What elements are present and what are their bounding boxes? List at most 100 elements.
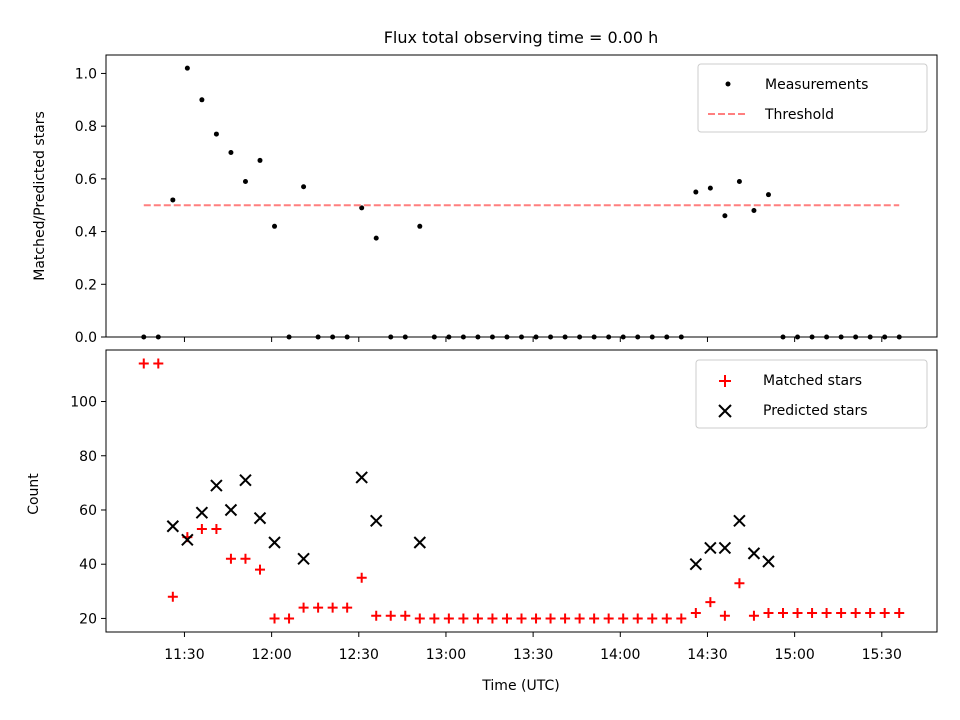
point-matched-stars [254, 564, 265, 575]
bottom-series-layer [138, 358, 905, 624]
point-matched-stars [501, 613, 512, 624]
point-matched-stars [371, 610, 382, 621]
point-matched-stars [269, 613, 280, 624]
x-tick-label: 15:30 [862, 647, 902, 663]
point-measurements [431, 334, 437, 340]
legend-label-predicted-stars: Predicted stars [763, 403, 868, 419]
point-predicted-stars [224, 503, 238, 517]
point-measurements [460, 334, 466, 340]
point-matched-stars [850, 608, 861, 619]
point-predicted-stars [718, 541, 732, 555]
point-matched-stars [284, 613, 295, 624]
point-matched-stars [298, 602, 309, 613]
point-predicted-stars [762, 555, 775, 568]
point-predicted-stars [355, 471, 368, 484]
y-tick-label: 40 [79, 557, 97, 573]
legend-label-measurements: Measurements [765, 77, 868, 93]
point-matched-stars [429, 613, 440, 624]
point-predicted-stars [747, 547, 761, 560]
point-matched-stars [748, 610, 759, 621]
legend-marker-predicted-stars [718, 404, 732, 418]
point-matched-stars [196, 523, 207, 534]
point-measurements [199, 97, 205, 103]
point-measurements [213, 131, 219, 137]
point-matched-stars [560, 613, 571, 624]
legend-marker-matched-stars [719, 375, 731, 387]
y-tick-label: 60 [79, 503, 97, 519]
point-measurements [765, 192, 771, 198]
point-measurements [344, 334, 350, 340]
y-tick-label: 0.2 [75, 277, 97, 293]
point-predicted-stars [195, 506, 209, 519]
point-measurements [751, 207, 757, 213]
point-matched-stars [356, 572, 367, 583]
point-measurements [838, 334, 844, 340]
legend-label-threshold: Threshold [764, 107, 834, 123]
point-measurements [402, 334, 408, 340]
point-matched-stars [545, 613, 556, 624]
point-measurements [736, 179, 742, 185]
point-matched-stars [443, 613, 454, 624]
point-matched-stars [647, 613, 658, 624]
point-measurements [533, 334, 539, 340]
point-measurements [577, 334, 583, 340]
point-matched-stars [153, 358, 164, 369]
y-tick-label: 0.6 [75, 172, 97, 188]
point-measurements [635, 334, 641, 340]
x-tick-label: 15:00 [774, 647, 814, 663]
top-legend: Measurements Threshold [697, 63, 928, 133]
point-matched-stars [763, 608, 774, 619]
legend-marker-measurements [725, 81, 731, 87]
point-measurements [301, 184, 307, 190]
x-tick-label: 12:00 [251, 647, 291, 663]
point-matched-stars [632, 613, 643, 624]
point-matched-stars [516, 613, 527, 624]
point-measurements [591, 334, 597, 340]
point-predicted-stars [413, 536, 427, 549]
point-measurements [780, 334, 786, 340]
point-measurements [664, 334, 670, 340]
point-measurements [548, 334, 554, 340]
point-measurements [242, 179, 248, 185]
point-measurements [504, 334, 510, 340]
point-measurements [475, 334, 481, 340]
top-series-layer [141, 65, 902, 340]
point-matched-stars [618, 613, 629, 624]
point-measurements [257, 157, 263, 163]
bottom-x-axis-label: Time (UTC) [481, 678, 559, 694]
top-x-ticks [183, 337, 883, 342]
point-predicted-stars [268, 536, 281, 549]
point-measurements [678, 334, 684, 340]
point-predicted-stars [370, 514, 383, 528]
bottom-legend-box [695, 359, 928, 429]
point-measurements [722, 213, 728, 219]
top-y-ticks: 0.0 0.2 0.4 0.6 0.8 1.0 [75, 66, 106, 346]
point-matched-stars [705, 597, 716, 608]
point-measurements [272, 223, 278, 229]
point-measurements [141, 334, 147, 340]
point-matched-stars [414, 613, 425, 624]
point-matched-stars [240, 553, 251, 564]
point-measurements [286, 334, 292, 340]
point-measurements [809, 334, 815, 340]
point-measurements [649, 334, 655, 340]
point-matched-stars [690, 608, 701, 619]
point-measurements [184, 65, 190, 71]
point-matched-stars [792, 608, 803, 619]
y-tick-label: 20 [79, 611, 97, 627]
point-measurements [562, 334, 568, 340]
point-matched-stars [531, 613, 542, 624]
point-matched-stars [487, 613, 498, 624]
bottom-plot-frame [105, 349, 938, 633]
point-matched-stars [327, 602, 338, 613]
point-predicted-stars [297, 552, 310, 565]
point-measurements [155, 334, 161, 340]
point-measurements [896, 334, 902, 340]
x-tick-label: 12:30 [339, 647, 379, 663]
point-matched-stars [719, 610, 730, 621]
point-matched-stars [879, 608, 890, 619]
point-measurements [853, 334, 859, 340]
top-panel: Flux total observing time = 0.00 h 0.00.… [32, 28, 938, 346]
point-matched-stars [589, 613, 600, 624]
bottom-legend: Matched stars Predicted stars [695, 359, 928, 429]
